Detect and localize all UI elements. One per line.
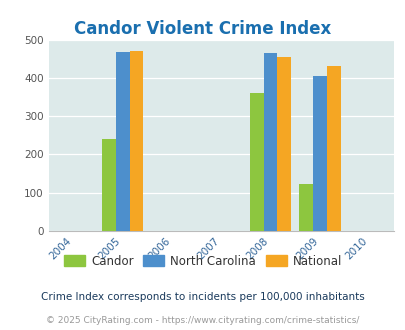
Bar <box>263 52 277 231</box>
Bar <box>326 66 340 231</box>
Bar <box>312 76 326 231</box>
Text: Crime Index corresponds to incidents per 100,000 inhabitants: Crime Index corresponds to incidents per… <box>41 292 364 302</box>
Text: Candor Violent Crime Index: Candor Violent Crime Index <box>74 20 331 38</box>
Bar <box>115 52 129 231</box>
Bar <box>277 57 290 231</box>
Bar <box>129 51 143 231</box>
Text: © 2025 CityRating.com - https://www.cityrating.com/crime-statistics/: © 2025 CityRating.com - https://www.city… <box>46 315 359 325</box>
Bar <box>102 139 115 231</box>
Legend: Candor, North Carolina, National: Candor, North Carolina, National <box>59 250 346 273</box>
Bar <box>298 183 312 231</box>
Bar <box>249 93 263 231</box>
